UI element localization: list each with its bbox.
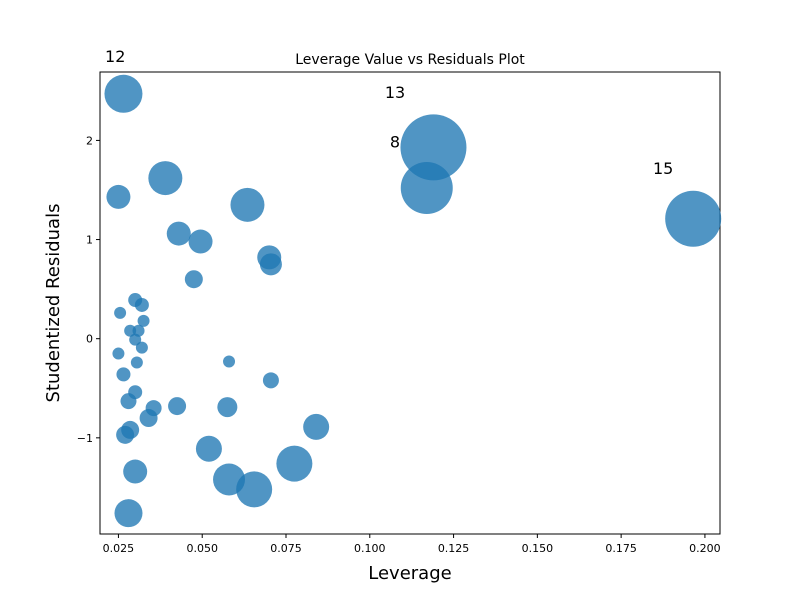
scatter-point-38 — [236, 471, 273, 508]
scatter-point-26 — [120, 393, 137, 410]
scatter-point-14 — [114, 306, 127, 319]
scatter-point-8 — [188, 229, 213, 254]
y-axis-label: Studentized Residuals — [43, 204, 64, 403]
scatter-point-19 — [135, 341, 148, 354]
scatter-point-39 — [114, 499, 143, 528]
scatter-point-7 — [166, 221, 191, 246]
scatter-point-5 — [106, 184, 131, 209]
y-tick-label-1: 0 — [86, 333, 93, 346]
scatter-point-24 — [262, 372, 279, 389]
x-tick-label-4: 0.125 — [438, 542, 470, 555]
x-axis-ticks: 0.025 0.050 0.075 0.100 0.125 0.150 0.175 0.200 — [103, 534, 721, 555]
scatter-point-21 — [130, 356, 143, 369]
scatter-point-11 — [184, 270, 203, 289]
x-tick-label-3: 0.100 — [354, 542, 386, 555]
y-axis-ticks: −1 0 1 2 — [77, 134, 100, 445]
x-tick-label-1: 0.050 — [186, 542, 218, 555]
chart-title: Leverage Value vs Residuals Plot — [295, 52, 525, 68]
x-tick-label-5: 0.150 — [522, 542, 554, 555]
scatter-point-13 — [134, 297, 149, 312]
scatter-point-22 — [223, 355, 236, 368]
scatter-point-36 — [123, 459, 148, 484]
annotation-13: 13 — [385, 83, 405, 102]
x-tick-label-0: 0.025 — [103, 542, 135, 555]
scatter-point-4 — [148, 161, 183, 196]
scatter-point-20 — [112, 347, 125, 360]
plot-frame — [99, 71, 721, 535]
scatter-point-23 — [116, 367, 131, 382]
scatter-point-2 — [400, 161, 453, 214]
scatter-point-1 — [400, 114, 467, 181]
scatter-point-15 — [137, 314, 150, 327]
scatter-point-10 — [259, 253, 282, 276]
annotation-15: 15 — [653, 159, 673, 178]
scatter-point-34 — [195, 435, 222, 462]
y-tick-label-3: 2 — [86, 134, 93, 147]
scatter-points — [104, 74, 722, 528]
scatter-point-6 — [230, 187, 265, 222]
scatter-point-35 — [276, 445, 313, 482]
point-annotations: 12 13 8 15 — [105, 47, 673, 178]
x-tick-label-2: 0.075 — [270, 542, 302, 555]
scatter-point-29 — [217, 397, 238, 418]
scatter-point-18 — [129, 333, 142, 346]
annotation-12: 12 — [105, 47, 125, 66]
annotation-8: 8 — [390, 132, 400, 151]
x-axis-label: Leverage — [368, 563, 451, 584]
y-tick-label-2: 1 — [86, 234, 93, 247]
scatter-point-0 — [104, 74, 143, 113]
scatter-point-31 — [303, 413, 330, 440]
scatter-point-30 — [139, 409, 158, 428]
y-tick-label-0: −1 — [77, 432, 93, 445]
scatter-point-33 — [116, 425, 135, 444]
x-tick-label-7: 0.200 — [689, 542, 721, 555]
scatter-point-28 — [168, 397, 187, 416]
x-tick-label-6: 0.175 — [605, 542, 637, 555]
scatter-point-3 — [665, 190, 722, 247]
scatter-point-16 — [124, 324, 137, 337]
